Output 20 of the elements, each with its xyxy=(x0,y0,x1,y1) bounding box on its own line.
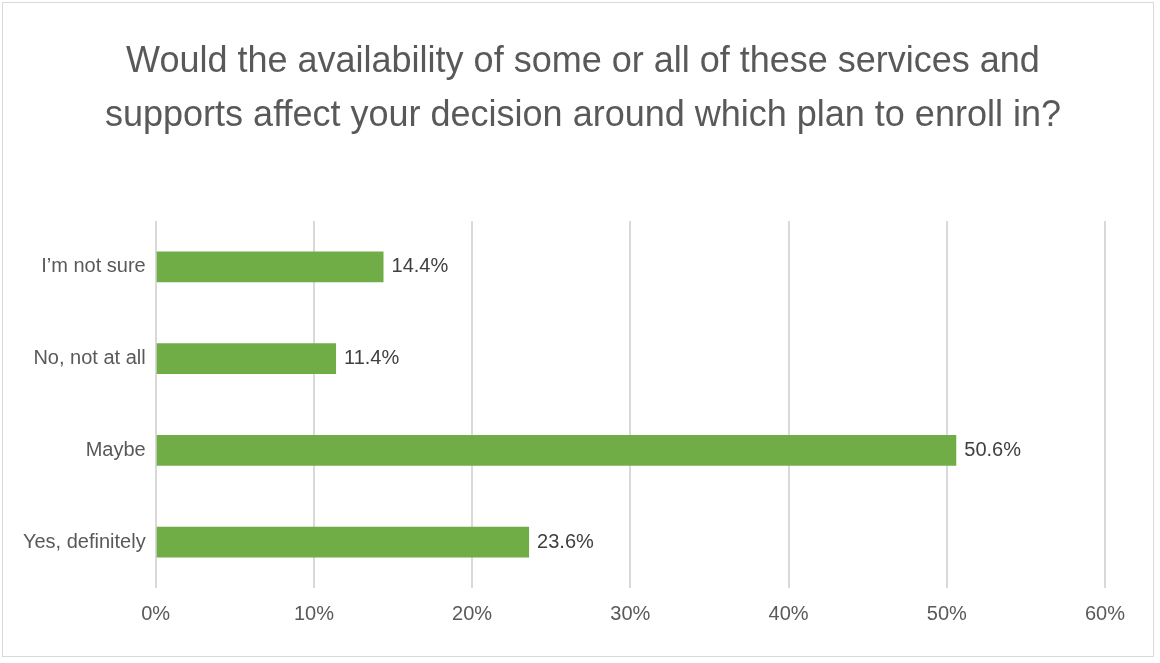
data-label: 23.6% xyxy=(537,529,594,552)
bar xyxy=(156,434,957,466)
y-tick-label: Yes, definitely xyxy=(22,529,146,552)
bar xyxy=(156,526,530,558)
chart-title: Would the availability of some or all of these services and supports affect your decision around which plan to enroll in? xyxy=(104,38,1062,136)
y-tick-label: Maybe xyxy=(85,437,146,460)
y-tick-label: No, not at all xyxy=(33,346,146,369)
y-tick-label: I’m not sure xyxy=(41,254,146,277)
x-tick-label: 50% xyxy=(926,601,968,624)
x-tick-label: 30% xyxy=(610,601,651,624)
bar xyxy=(156,251,384,283)
x-tick-label: 10% xyxy=(293,601,335,624)
data-label: 11.4% xyxy=(344,346,400,369)
x-tick-label: 0% xyxy=(141,601,171,624)
x-tick-label: 20% xyxy=(452,601,493,624)
x-tick-label: 60% xyxy=(1084,601,1126,624)
data-label: 50.6% xyxy=(964,437,1022,460)
data-label: 14.4% xyxy=(391,254,449,277)
x-tick-label: 40% xyxy=(768,601,809,624)
bar xyxy=(156,343,337,375)
